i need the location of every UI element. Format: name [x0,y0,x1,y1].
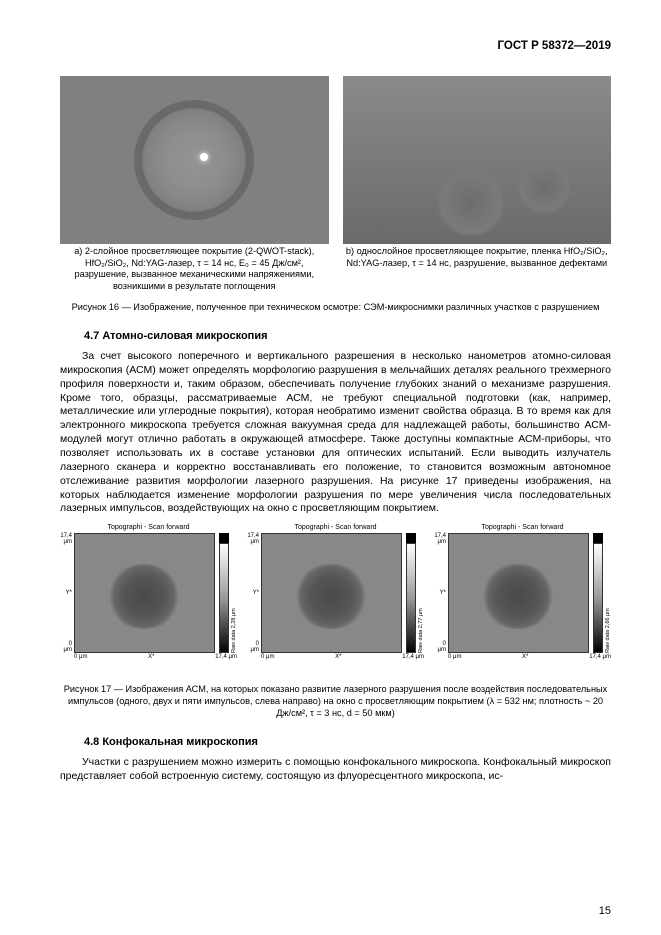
afm-y-lo: 0 μm [60,641,72,653]
afm-y-axis: Y* [60,590,72,596]
section-4-8-body: Участки с разрушением можно измерить с п… [60,756,611,784]
document-number: ГОСТ Р 58372—2019 [60,40,611,52]
afm-panel-3: Topographi - Scan forward 17,4 μm Y* 0 μ… [434,524,611,674]
sem-image-b [343,76,612,244]
figure-16-row: a) 2-слойное просветляющее покрытие (2-Q… [60,76,611,292]
figure-17-row: Topographi - Scan forward 17,4 μm Y* 0 μ… [60,524,611,674]
sem-image-a [60,76,329,244]
section-4-8-title: 4.8 Конфокальная микроскопия [84,736,611,748]
afm-raw-2: Raw data 2,77 μm [418,533,424,653]
figure-16b: b) однослойное просветляющее покрытие, п… [343,76,612,292]
afm-y-hi: 17,4 μm [60,533,72,545]
afm-panel-2: Topographi - Scan forward 17,4 μm Y* 0 μ… [247,524,424,674]
figure-17-caption: Рисунок 17 — Изображения АСМ, на которых… [60,684,611,720]
section-4-7-body: За счет высокого поперечного и вертикаль… [60,350,611,516]
afm-x-axis: X* [148,654,154,660]
figure-16b-caption: b) однослойное просветляющее покрытие, п… [343,246,612,269]
afm-bar-head [219,533,229,543]
afm-image-1 [74,533,215,653]
afm-image-2 [261,533,402,653]
page-number: 15 [599,905,611,917]
afm-title-2: Topographi - Scan forward [247,524,424,531]
afm-colorbar [593,543,603,653]
figure-16a: a) 2-слойное просветляющее покрытие (2-Q… [60,76,329,292]
section-4-7-title: 4.7 Атомно-силовая микроскопия [84,330,611,342]
afm-colorbar [406,543,416,653]
afm-raw-3: Raw data 2,66 μm [605,533,611,653]
afm-title-3: Topographi - Scan forward [434,524,611,531]
afm-image-3 [448,533,589,653]
afm-panel-1: Topographi - Scan forward 17,4 μm Y* 0 μ… [60,524,237,674]
afm-x-lo: 0 μm [74,654,87,660]
figure-16a-caption: a) 2-слойное просветляющее покрытие (2-Q… [60,246,329,292]
afm-x-hi: 17,4 μm [215,654,237,660]
afm-raw-1: Raw data 2,28 μm [231,533,237,653]
afm-colorbar [219,543,229,653]
figure-16-caption: Рисунок 16 — Изображение, полученное при… [60,302,611,314]
afm-title-1: Topographi - Scan forward [60,524,237,531]
